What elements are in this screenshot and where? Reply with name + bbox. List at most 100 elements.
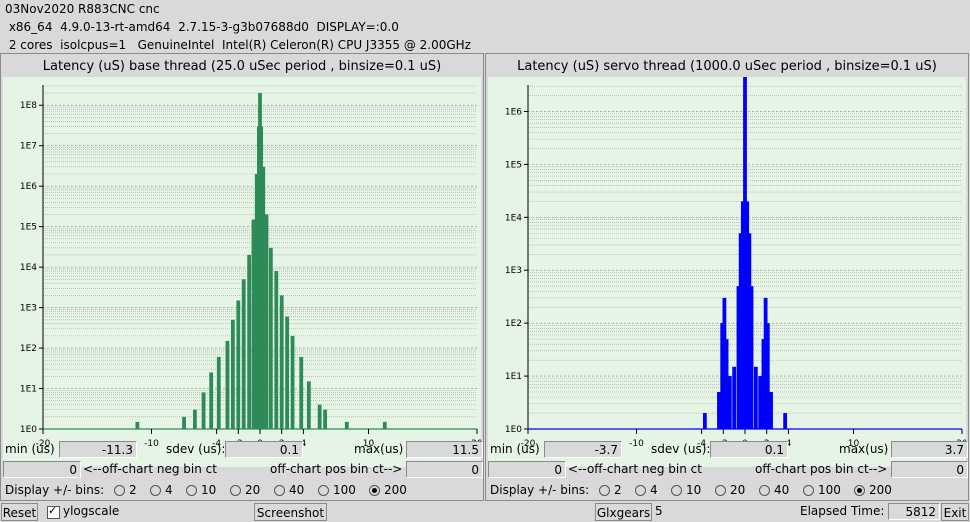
bins-radio-100[interactable]: [318, 485, 329, 496]
display-bins-label: Display +/- bins:: [5, 483, 105, 497]
y-tick-label: 1E5: [20, 223, 37, 233]
histogram-bar: [382, 421, 387, 429]
max-value: 11.5: [406, 441, 483, 458]
bins-radio-40[interactable]: [274, 485, 285, 496]
histogram-bar: [747, 233, 752, 429]
max-label: max(us): [354, 442, 404, 456]
histogram-bar: [254, 173, 259, 429]
y-tick-label: 1E3: [20, 304, 37, 314]
display-bins-label: Display +/- bins:: [490, 483, 590, 497]
pos-bin-count: 0: [406, 461, 483, 478]
histogram-bar: [783, 413, 788, 429]
histogram-bar: [758, 376, 763, 429]
base-thread-histogram: 1E01E11E21E31E41E51E61E71E8-20-10-4-2024…: [3, 77, 481, 467]
neg-bin-label: <--off-chart neg bin ct: [83, 462, 217, 476]
base-thread-chart-svg: 1E01E11E21E31E41E51E61E71E8-20-10-4-2024…: [20, 85, 481, 449]
x-tick-label: 10: [363, 439, 375, 449]
histogram-bar: [216, 357, 221, 429]
base-thread-panel: Latency (uS) base thread (25.0 uSec peri…: [0, 53, 484, 501]
bins-radio-10[interactable]: [186, 485, 197, 496]
min-label: min (us): [5, 442, 55, 456]
y-tick-label: 1E7: [20, 142, 37, 152]
histogram-bar: [769, 392, 773, 429]
histogram-bar: [261, 166, 266, 429]
glxgears-button[interactable]: Glxgears: [595, 503, 652, 521]
bins-radio-40[interactable]: [759, 485, 770, 496]
histogram-bar: [201, 392, 206, 429]
exit-button[interactable]: Exit: [941, 503, 969, 521]
header-date-host: 03Nov2020 R883CNC cnc: [5, 2, 160, 16]
bins-radio-200[interactable]: [369, 485, 380, 496]
y-tick-label: 1E0: [505, 425, 522, 435]
histogram-bar: [317, 404, 322, 429]
y-tick-label: 1E8: [20, 101, 37, 111]
bins-option-label: 40: [774, 483, 790, 497]
histogram-bar: [738, 233, 743, 429]
histogram-bar: [720, 323, 725, 429]
y-tick-label: 1E5: [505, 160, 522, 170]
neg-bin-count: 0: [3, 461, 81, 478]
bins-option-label: 20: [730, 483, 746, 497]
base-thread-title: Latency (uS) base thread (25.0 uSec peri…: [42, 59, 442, 74]
bins-radio-20[interactable]: [715, 485, 726, 496]
histogram-bar: [323, 409, 327, 429]
bins-radio-100[interactable]: [803, 485, 814, 496]
screenshot-button[interactable]: Screenshot: [254, 503, 327, 521]
bins-radio-10[interactable]: [671, 485, 682, 496]
histogram-bar: [761, 339, 766, 429]
ylogscale-checkbox[interactable]: [47, 504, 60, 519]
y-tick-label: 1E1: [505, 372, 522, 382]
histogram-bar: [306, 381, 311, 429]
neg-bin-count: 0: [488, 461, 566, 478]
header-kernel-info: x86_64 4.9.0-13-rt-amd64 2.7.15-3-g3b076…: [5, 20, 399, 34]
elapsed-time-label: Elapsed Time:: [800, 504, 885, 518]
x-tick-label: -4: [697, 439, 706, 449]
y-tick-label: 1E2: [20, 344, 37, 354]
histogram-bar: [274, 271, 279, 429]
min-label: min (us): [490, 442, 540, 456]
bins-option-label: 100: [818, 483, 841, 497]
reset-button[interactable]: Reset: [1, 503, 38, 521]
histogram-bar: [743, 77, 747, 429]
histogram-bar: [724, 339, 729, 429]
x-tick-label: -10: [144, 439, 159, 449]
histogram-bar: [230, 319, 235, 429]
bins-option-label: 4: [650, 483, 658, 497]
y-tick-label: 1E2: [505, 319, 522, 329]
pos-bin-label: off-chart pos bin ct-->: [270, 462, 403, 476]
histogram-bar: [209, 372, 214, 429]
bins-radio-20[interactable]: [230, 485, 241, 496]
histogram-bar: [727, 376, 732, 429]
sdev-label: sdev (us):: [651, 442, 711, 456]
bins-option-label: 20: [245, 483, 261, 497]
histogram-bar: [290, 335, 295, 429]
bins-radio-4[interactable]: [635, 485, 646, 496]
min-value: -11.3: [59, 441, 137, 458]
histogram-bar: [268, 247, 273, 429]
bins-radio-4[interactable]: [150, 485, 161, 496]
max-label: max(us): [839, 442, 889, 456]
histogram-bar: [135, 421, 140, 429]
bins-option-label: 4: [165, 483, 173, 497]
histogram-bar: [193, 409, 197, 429]
histogram-bar: [247, 254, 252, 429]
bins-radio-2[interactable]: [599, 485, 610, 496]
bins-option-label: 10: [201, 483, 217, 497]
bins-radio-2[interactable]: [114, 485, 125, 496]
histogram-bar: [740, 201, 745, 429]
x-tick-label: 10: [848, 439, 860, 449]
histogram-bar: [736, 286, 741, 429]
pos-bin-count: 0: [891, 461, 968, 478]
y-tick-label: 1E6: [20, 182, 37, 192]
min-value: -3.7: [544, 441, 622, 458]
histogram-bar: [765, 323, 770, 429]
bins-radio-200[interactable]: [854, 485, 865, 496]
y-tick-label: 1E1: [20, 385, 37, 395]
histogram-bar: [702, 413, 707, 429]
bins-option-label: 2: [614, 483, 622, 497]
histogram-bar: [285, 316, 290, 429]
pos-bin-label: off-chart pos bin ct-->: [755, 462, 888, 476]
histogram-bar: [717, 392, 721, 429]
